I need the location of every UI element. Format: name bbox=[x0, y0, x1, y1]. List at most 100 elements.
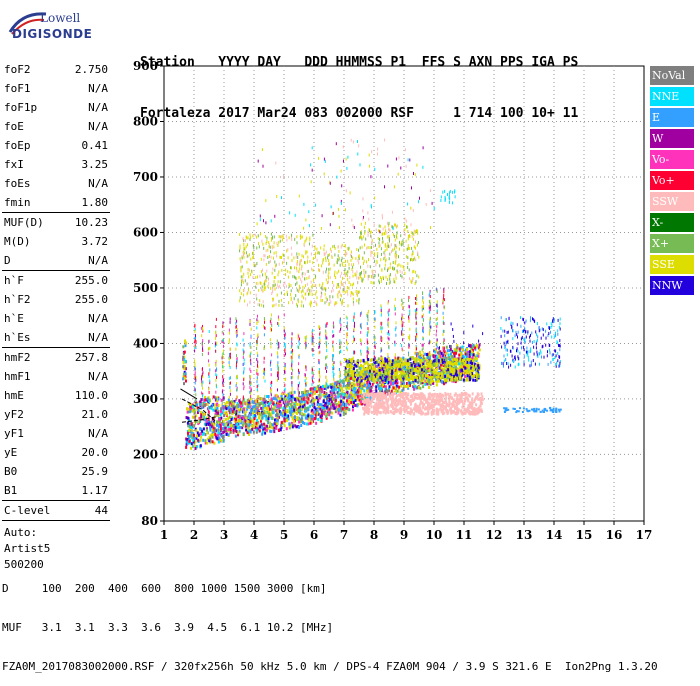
echo-point bbox=[284, 354, 285, 357]
echo-point bbox=[235, 322, 236, 325]
echo-point bbox=[416, 355, 417, 358]
echo-point bbox=[365, 410, 367, 413]
echo-point bbox=[374, 317, 375, 320]
echo-point bbox=[308, 398, 310, 401]
echo-point bbox=[416, 347, 417, 350]
echo-point bbox=[276, 394, 278, 397]
echo-point bbox=[229, 332, 230, 335]
echo-point bbox=[443, 316, 444, 319]
echo-point bbox=[332, 357, 333, 360]
echo-point bbox=[436, 350, 437, 353]
echo-point bbox=[455, 392, 457, 395]
echo-point bbox=[428, 393, 430, 396]
echo-point bbox=[294, 417, 296, 420]
echo-point bbox=[223, 393, 224, 396]
echo-point bbox=[403, 382, 405, 385]
echo-point bbox=[202, 387, 203, 390]
echo-point bbox=[196, 340, 197, 343]
echo-point bbox=[460, 399, 462, 402]
echo-point bbox=[437, 317, 438, 320]
echo-point bbox=[395, 334, 396, 337]
echo-point bbox=[455, 406, 457, 409]
echo-point bbox=[244, 385, 245, 388]
echo-point bbox=[197, 431, 199, 434]
echo-point bbox=[223, 356, 224, 359]
echo-point bbox=[402, 348, 403, 351]
echo-point bbox=[202, 353, 203, 356]
echo-point bbox=[204, 439, 206, 442]
echo-point bbox=[291, 376, 292, 379]
echo-point bbox=[374, 335, 375, 338]
echo-point bbox=[367, 401, 369, 404]
echo-point bbox=[471, 399, 473, 402]
echo-point bbox=[271, 405, 272, 408]
echo-point bbox=[352, 409, 354, 412]
echo-point bbox=[311, 348, 312, 351]
echo-point bbox=[423, 330, 424, 333]
echo-point bbox=[222, 406, 223, 409]
echo-point bbox=[209, 391, 210, 394]
echo-point bbox=[237, 423, 239, 426]
echo-point bbox=[437, 346, 438, 349]
echo-point bbox=[185, 380, 187, 383]
echo-point bbox=[329, 408, 331, 411]
echo-point bbox=[237, 405, 238, 408]
echo-point bbox=[280, 411, 282, 414]
echo-point bbox=[418, 386, 420, 389]
echo-point bbox=[284, 370, 285, 373]
echo-point bbox=[216, 410, 217, 413]
echo-point bbox=[298, 398, 299, 401]
echo-point bbox=[296, 412, 298, 415]
echo-point bbox=[279, 397, 281, 400]
echo-point bbox=[257, 388, 258, 391]
echo-point bbox=[401, 344, 402, 347]
echo-point bbox=[229, 353, 230, 356]
echo-point bbox=[326, 379, 327, 382]
echo-point bbox=[229, 396, 230, 399]
echo-point bbox=[360, 312, 361, 315]
echo-point bbox=[305, 410, 307, 413]
echo-point bbox=[198, 409, 200, 412]
echo-point bbox=[213, 395, 215, 398]
echo-point bbox=[292, 425, 294, 428]
echo-point bbox=[256, 405, 257, 408]
echo-point bbox=[217, 411, 219, 414]
echo-point bbox=[416, 294, 417, 297]
echo-point bbox=[296, 403, 298, 406]
echo-point bbox=[271, 384, 272, 387]
echo-point bbox=[423, 396, 425, 399]
echo-point bbox=[313, 381, 314, 384]
echo-point bbox=[443, 312, 444, 315]
echo-point bbox=[259, 425, 261, 428]
echo-point bbox=[299, 356, 300, 359]
echo-point bbox=[367, 312, 368, 315]
echo-point bbox=[394, 341, 395, 344]
echo-point bbox=[304, 406, 306, 409]
echo-point bbox=[236, 331, 237, 334]
echo-point bbox=[250, 323, 251, 326]
echo-point bbox=[230, 402, 231, 405]
echo-point bbox=[307, 414, 309, 417]
echo-point bbox=[470, 411, 472, 414]
echo-point bbox=[256, 419, 258, 422]
echo-point bbox=[284, 390, 285, 393]
echo-point bbox=[202, 439, 204, 442]
echo-point bbox=[278, 374, 279, 377]
echo-point bbox=[256, 318, 257, 321]
echo-point bbox=[208, 352, 209, 355]
echo-point bbox=[209, 427, 211, 430]
echo-point bbox=[187, 417, 189, 420]
echo-point bbox=[205, 420, 207, 423]
echo-point bbox=[387, 406, 389, 409]
echo-point bbox=[337, 381, 339, 384]
echo-point bbox=[212, 404, 214, 407]
echo-point bbox=[200, 436, 202, 439]
echo-point bbox=[225, 418, 227, 421]
echo-point bbox=[298, 426, 300, 429]
echo-point bbox=[431, 395, 433, 398]
echo-point bbox=[332, 363, 333, 366]
echo-point bbox=[319, 403, 321, 406]
echo-point bbox=[253, 414, 255, 417]
echo-point bbox=[278, 345, 279, 348]
echo-point bbox=[231, 400, 233, 403]
